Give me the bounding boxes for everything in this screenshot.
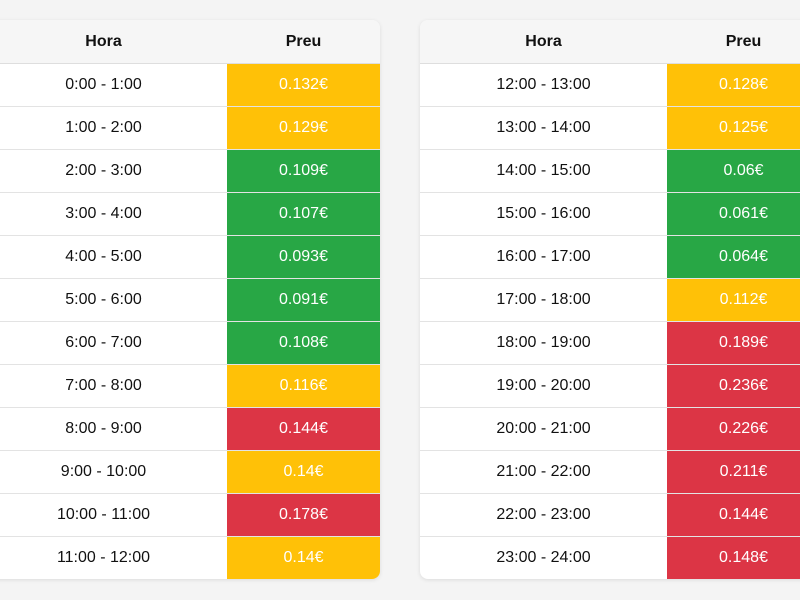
table-row: 7:00 - 8:00 0.116€ <box>0 364 380 408</box>
hour-range-cell: 21:00 - 22:00 <box>420 450 667 494</box>
price-cell: 0.14€ <box>227 450 380 494</box>
table-body: 0:00 - 1:00 0.132€ 1:00 - 2:00 0.129€ 2:00 -… <box>0 63 380 579</box>
hour-range-cell: 11:00 - 12:00 <box>56 549 151 566</box>
hour-range-cell: 16:00 - 17:00 <box>420 235 667 279</box>
column-header-preu: Preu <box>667 20 800 64</box>
table-row: 12:00 - 13:00 0.128€ <box>420 63 800 107</box>
table-row: 2:00 - 3:00 0.109€ <box>0 149 380 193</box>
price-cell: 0.061€ <box>667 192 800 236</box>
hour-range-cell: 1:00 - 2:00 <box>0 106 227 150</box>
table-row: 20:00 - 21:00 0.226€ <box>420 407 800 451</box>
hour-range-cell: 12:00 - 13:00 <box>420 63 667 107</box>
table-row: 21:00 - 22:00 0.211€ <box>420 450 800 494</box>
table-row: 0:00 - 1:00 0.132€ <box>0 63 380 107</box>
hour-range-cell: 23:00 - 24:00 <box>496 549 591 566</box>
column-header-hora: Hora <box>0 20 227 64</box>
table-body: 12:00 - 13:00 0.128€ 13:00 - 14:00 0.125€ 14… <box>420 63 800 579</box>
price-cell: 0.132€ <box>227 63 380 107</box>
table-row: 5:00 - 6:00 0.091€ <box>0 278 380 322</box>
price-cell: 0.236€ <box>667 364 800 408</box>
table-row: 19:00 - 20:00 0.236€ <box>420 364 800 408</box>
price-cell: 0.06€ <box>667 149 800 193</box>
price-cell: 0.128€ <box>667 63 800 107</box>
table-header-row: Hora Preu <box>420 20 800 64</box>
price-table-morning: Hora Preu 0:00 - 1:00 0.132€ 1:00 - 2:00 0.… <box>0 20 380 579</box>
price-cell: 0.226€ <box>667 407 800 451</box>
price-cell: 0.14€ <box>227 536 380 579</box>
table-row: 16:00 - 17:00 0.064€ <box>420 235 800 279</box>
table-row: 13:00 - 14:00 0.125€ <box>420 106 800 150</box>
price-cell: 0.144€ <box>667 493 800 537</box>
price-cell: 0.116€ <box>227 364 380 408</box>
hour-range-cell: 6:00 - 7:00 <box>0 321 227 365</box>
table-row: 3:00 - 4:00 0.107€ <box>0 192 380 236</box>
table-row: 1:00 - 2:00 0.129€ <box>0 106 380 150</box>
table-row: 14:00 - 15:00 0.06€ <box>420 149 800 193</box>
table-row: 22:00 - 23:00 0.144€ <box>420 493 800 537</box>
column-header-hora: Hora <box>420 20 667 64</box>
table-row: 6:00 - 7:00 0.108€ <box>0 321 380 365</box>
hour-range-cell: 4:00 - 5:00 <box>0 235 227 279</box>
hour-range-cell: 10:00 - 11:00 <box>0 493 227 537</box>
price-cell: 0.189€ <box>667 321 800 365</box>
table-row: 9:00 - 10:00 0.14€ <box>0 450 380 494</box>
hour-range-cell: 9:00 - 10:00 <box>0 450 227 494</box>
hourly-price-table: Hora Preu 0:00 - 1:00 0.132€ 1:00 - 2:00 0.… <box>0 20 380 579</box>
hour-range-cell: 17:00 - 18:00 <box>420 278 667 322</box>
table-row: 8:00 - 9:00 0.144€ <box>0 407 380 451</box>
price-cell: 0.064€ <box>667 235 800 279</box>
price-cell: 0.109€ <box>227 149 380 193</box>
hour-range-cell: 8:00 - 9:00 <box>0 407 227 451</box>
hour-range-cell: 7:00 - 8:00 <box>0 364 227 408</box>
hour-range-cell: 14:00 - 15:00 <box>420 149 667 193</box>
price-cell: 0.211€ <box>667 450 800 494</box>
price-cell: 0.144€ <box>227 407 380 451</box>
table-row: 4:00 - 5:00 0.093€ <box>0 235 380 279</box>
price-cell: 0.178€ <box>227 493 380 537</box>
hour-range-cell: 15:00 - 16:00 <box>420 192 667 236</box>
table-row: 15:00 - 16:00 0.061€ <box>420 192 800 236</box>
hour-range-cell: 0:00 - 1:00 <box>0 63 227 107</box>
table-row: 11:00 - 12:00 0.14€ <box>0 536 380 579</box>
hour-range-cell: 18:00 - 19:00 <box>420 321 667 365</box>
hour-range-cell: 20:00 - 21:00 <box>420 407 667 451</box>
price-cell: 0.125€ <box>667 106 800 150</box>
hour-range-cell: 22:00 - 23:00 <box>420 493 667 537</box>
hour-range-cell: 2:00 - 3:00 <box>0 149 227 193</box>
price-table-afternoon: Hora Preu 12:00 - 13:00 0.128€ 13:00 - 14:… <box>420 20 800 579</box>
hour-range-cell: 3:00 - 4:00 <box>0 192 227 236</box>
price-cell: 0.112€ <box>667 278 800 322</box>
hour-range-cell: 19:00 - 20:00 <box>420 364 667 408</box>
table-row: 10:00 - 11:00 0.178€ <box>0 493 380 537</box>
price-cell: 0.093€ <box>227 235 380 279</box>
table-row: 17:00 - 18:00 0.112€ <box>420 278 800 322</box>
hour-range-cell: 5:00 - 6:00 <box>0 278 227 322</box>
price-cell: 0.091€ <box>227 278 380 322</box>
hour-range-cell: 13:00 - 14:00 <box>420 106 667 150</box>
table-row: 23:00 - 24:00 0.148€ <box>420 536 800 579</box>
price-cell: 0.108€ <box>227 321 380 365</box>
table-row: 18:00 - 19:00 0.189€ <box>420 321 800 365</box>
column-header-preu: Preu <box>227 20 380 64</box>
price-cell: 0.107€ <box>227 192 380 236</box>
hourly-price-table: Hora Preu 12:00 - 13:00 0.128€ 13:00 - 14:… <box>420 20 800 579</box>
price-cell: 0.129€ <box>227 106 380 150</box>
price-cell: 0.148€ <box>667 536 800 579</box>
table-header-row: Hora Preu <box>0 20 380 64</box>
